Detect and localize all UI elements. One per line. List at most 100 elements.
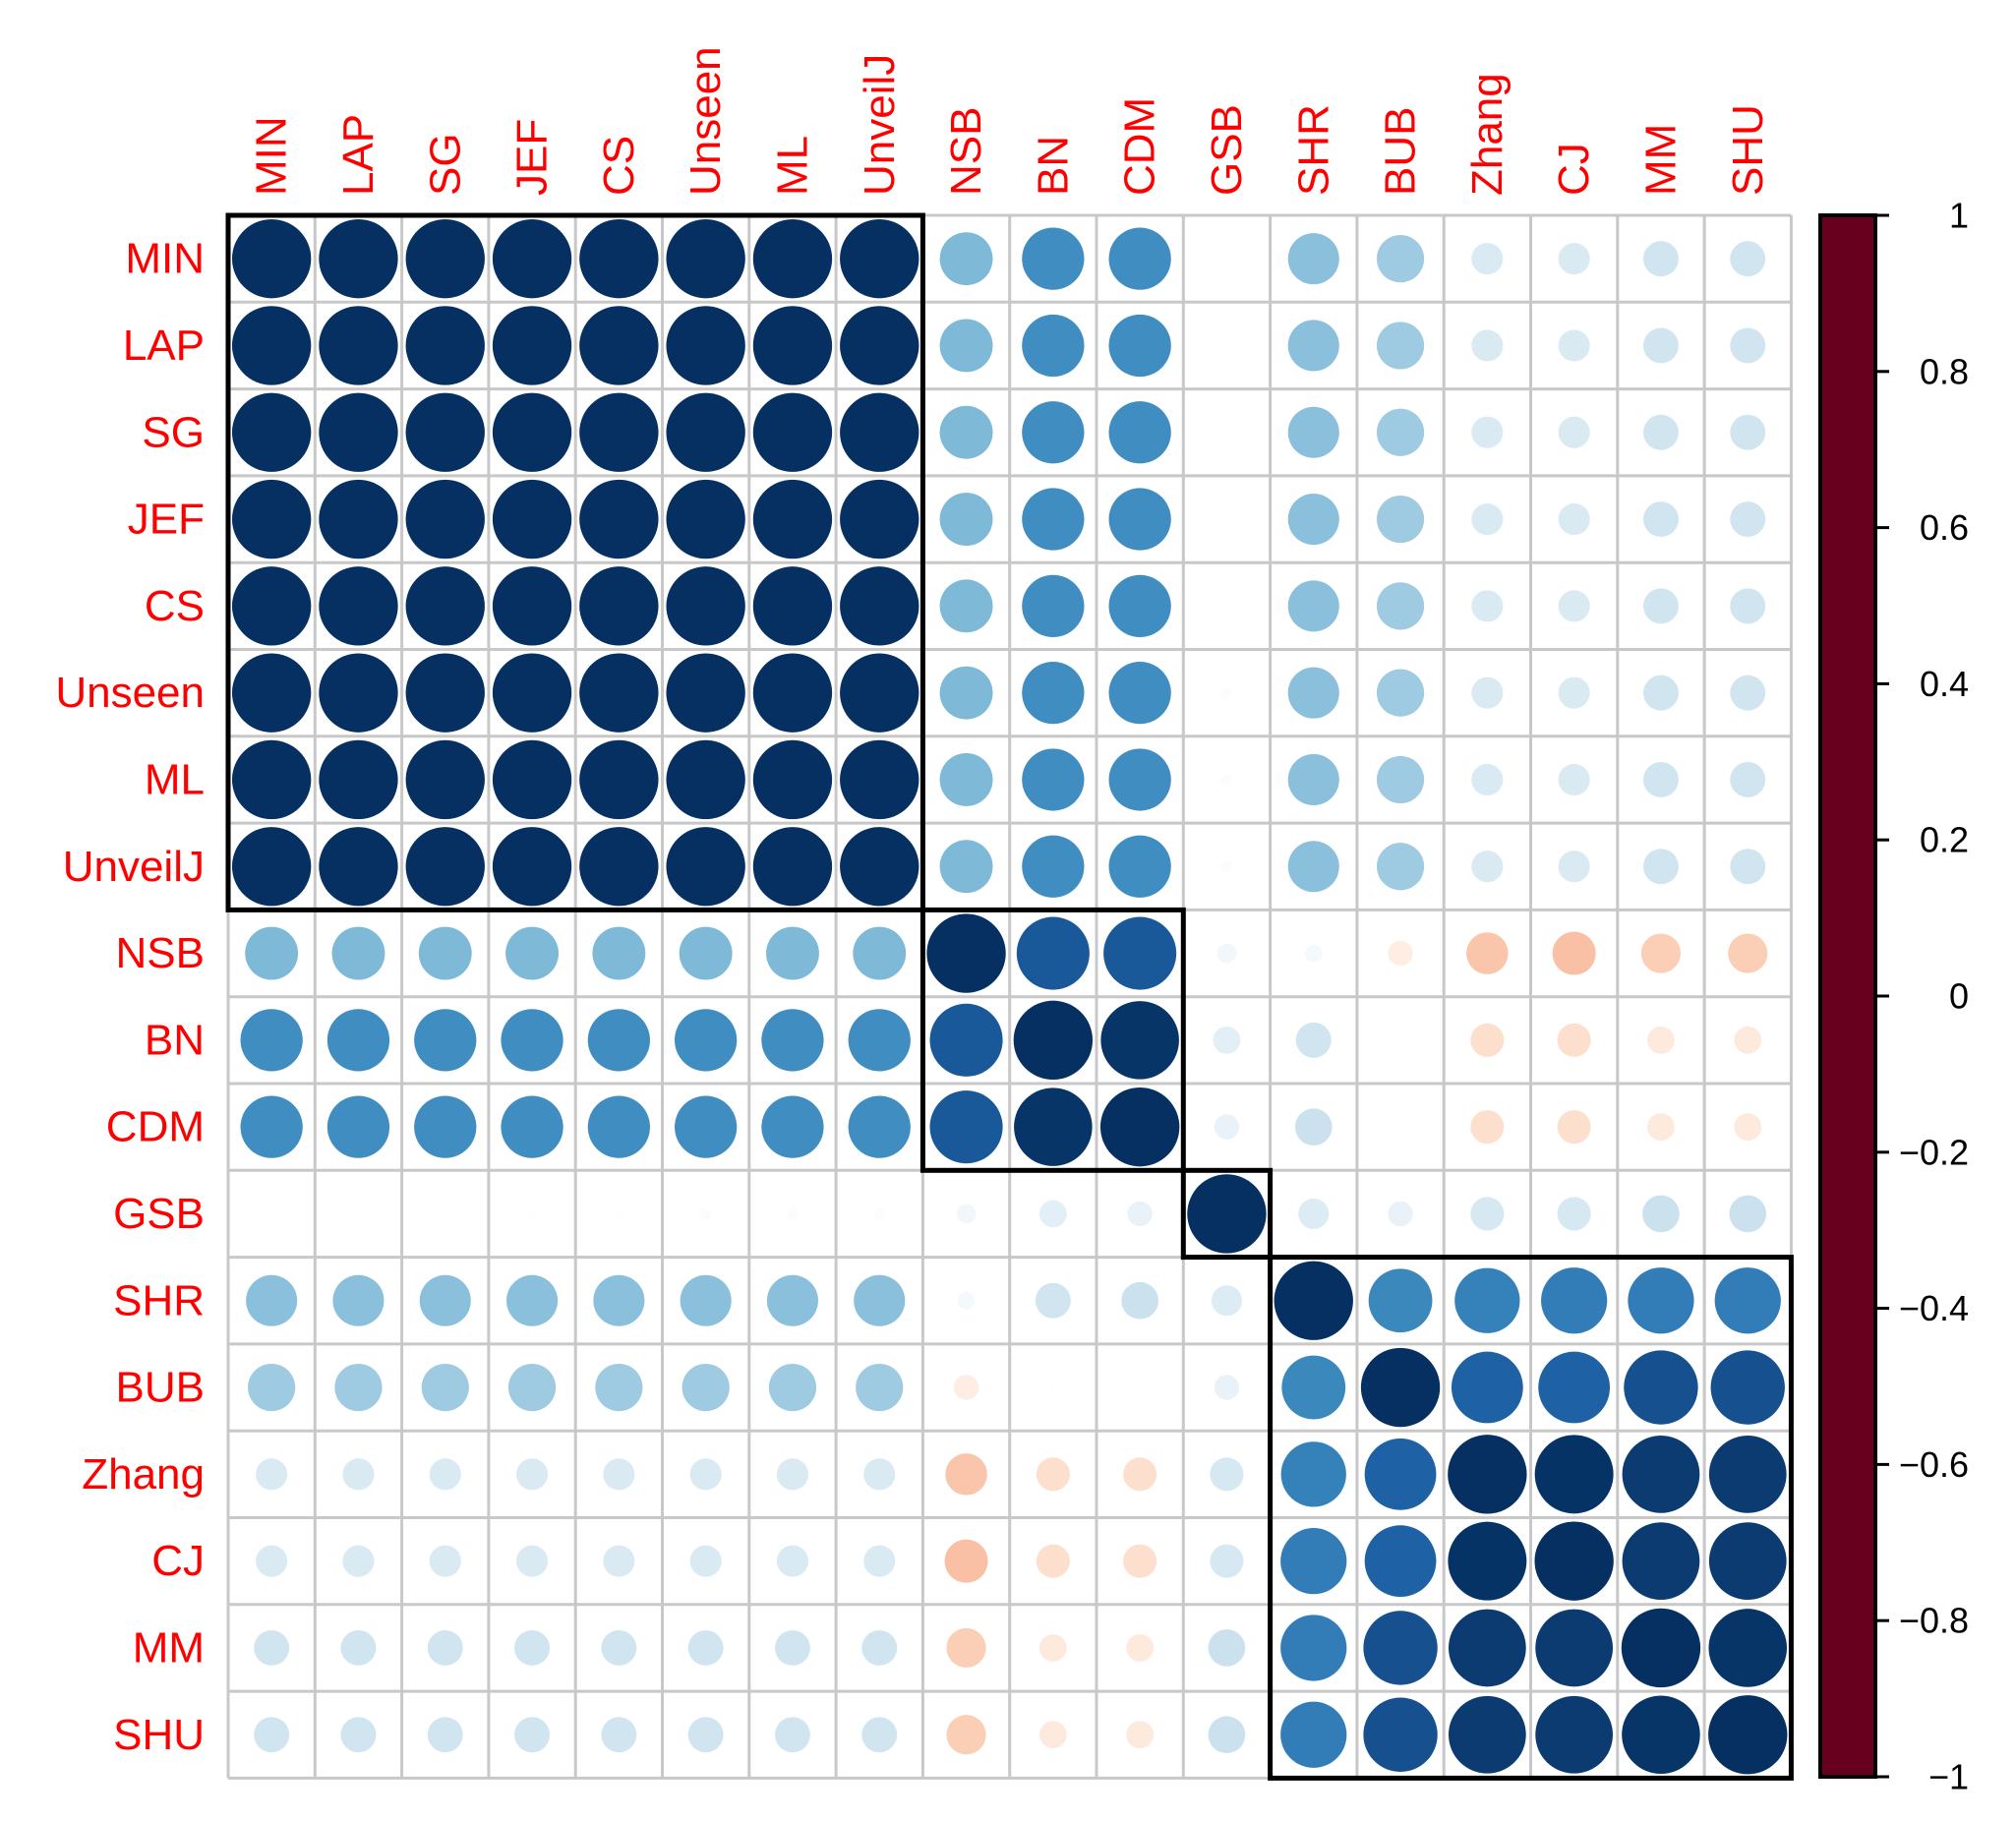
corr-circle-BN-Unseen — [675, 1009, 738, 1072]
row-label-SHU: SHU — [113, 1711, 205, 1759]
corr-circle-CS-Unseen — [666, 566, 745, 646]
corr-circle-SHR-MIN — [246, 1274, 298, 1326]
corr-circle-BN-JEF — [501, 1009, 563, 1072]
corr-circle-Zhang-SG — [429, 1458, 461, 1491]
corr-circle-SHU-Zhang — [1448, 1695, 1526, 1774]
corr-circle-Unseen-MM — [1642, 675, 1679, 711]
row-label-GSB: GSB — [113, 1190, 205, 1238]
col-label-GSB: GSB — [1203, 104, 1251, 196]
corr-circle-NSB-CDM — [1103, 916, 1177, 990]
corr-circle-ML-NSB — [939, 752, 993, 806]
corr-circle-MM-CS — [601, 1629, 637, 1666]
corr-circle-Unseen-Zhang — [1471, 676, 1504, 709]
corr-circle-CS-CJ — [1558, 590, 1590, 622]
corr-circle-ML-LAP — [319, 739, 398, 820]
corr-circle-JEF-NSB — [939, 493, 993, 547]
corr-circle-JEF-MIN — [231, 479, 312, 559]
corr-circle-SG-SG — [405, 392, 485, 472]
corr-circle-MIN-CJ — [1558, 243, 1590, 275]
cluster-box-3 — [1180, 1167, 1274, 1261]
corr-circle-LAP-CJ — [1558, 329, 1590, 362]
colorbar-tick-label: 0.6 — [1920, 507, 1969, 548]
corr-circle-CDM-MM — [1647, 1113, 1675, 1142]
corr-circle-CS-MIN — [231, 566, 312, 646]
corr-circle-UnveilJ-BUB — [1376, 843, 1425, 891]
corr-circle-BUB-CJ — [1538, 1351, 1611, 1424]
row-label-LAP: LAP — [123, 322, 205, 370]
corr-circle-CDM-SHU — [1734, 1113, 1762, 1142]
corr-circle-GSB-ML — [787, 1207, 799, 1220]
corr-circle-CDM-SHR — [1294, 1108, 1333, 1145]
corr-circle-SHU-JEF — [514, 1717, 551, 1753]
corr-circle-MM-JEF — [514, 1629, 551, 1666]
corr-circle-NSB-UnveilJ — [853, 926, 907, 980]
corr-circle-UnveilJ-CDM — [1108, 835, 1171, 898]
col-label-NSB: NSB — [942, 107, 990, 196]
corr-circle-NSB-CJ — [1552, 931, 1596, 975]
corr-circle-UnveilJ-BN — [1022, 835, 1085, 898]
corr-circle-GSB-GSB — [1187, 1174, 1267, 1254]
corr-circle-NSB-GSB — [1216, 943, 1237, 964]
corr-circle-BUB-MIN — [248, 1363, 296, 1412]
corr-circle-MIN-Unseen — [666, 218, 745, 299]
corr-circle-MM-CJ — [1535, 1609, 1614, 1687]
corr-circle-NSB-JEF — [505, 926, 560, 980]
corr-circle-NSB-LAP — [331, 926, 385, 980]
col-label-SHR: SHR — [1289, 104, 1337, 196]
corr-circle-SG-JEF — [492, 392, 572, 472]
corr-circle-SHU-MIN — [254, 1717, 290, 1753]
corr-circle-UnveilJ-CS — [579, 827, 659, 907]
corr-circle-MM-SHR — [1280, 1615, 1347, 1681]
corr-circle-CDM-NSB — [929, 1090, 1003, 1164]
corr-circle-ML-GSB — [1220, 774, 1233, 786]
corr-circle-CDM-Unseen — [675, 1095, 738, 1158]
corr-circle-ML-Unseen — [666, 739, 745, 820]
corr-circle-BN-NSB — [929, 1003, 1003, 1077]
corr-circle-MM-BUB — [1363, 1611, 1438, 1685]
corr-circle-SG-LAP — [319, 392, 398, 472]
corr-circle-Zhang-ML — [776, 1458, 809, 1491]
col-label-CS: CS — [595, 136, 643, 196]
corr-circle-GSB-CDM — [1127, 1201, 1153, 1227]
corr-circle-GSB-BN — [1038, 1200, 1067, 1228]
col-label-Unseen: Unseen — [682, 46, 730, 196]
corr-circle-Zhang-BN — [1036, 1457, 1070, 1492]
row-label-CJ: CJ — [151, 1537, 205, 1585]
corr-circle-CDM-CS — [587, 1095, 650, 1158]
corr-circle-SHR-SG — [419, 1274, 471, 1326]
corr-circle-SHR-CDM — [1121, 1281, 1158, 1320]
corr-circle-SHU-CDM — [1126, 1721, 1155, 1749]
corr-circle-LAP-Zhang — [1471, 329, 1504, 362]
corr-circle-SG-UnveilJ — [840, 392, 919, 472]
corr-circle-Zhang-CS — [603, 1458, 635, 1491]
corr-circle-MM-Zhang — [1448, 1609, 1526, 1687]
corr-circle-CDM-ML — [761, 1095, 824, 1158]
corr-circle-ML-Zhang — [1471, 763, 1504, 796]
corr-circle-BUB-MM — [1624, 1350, 1698, 1425]
corr-circle-CDM-CJ — [1557, 1110, 1591, 1145]
corr-circle-SHU-SHU — [1708, 1695, 1788, 1775]
corr-circle-SHR-SHU — [1714, 1267, 1781, 1334]
corr-circle-MIN-BN — [1022, 227, 1085, 290]
corr-circle-MIN-CS — [579, 218, 659, 299]
row-label-CS: CS — [145, 582, 205, 630]
colorbar-tick-label: −0.8 — [1899, 1601, 1969, 1641]
corr-circle-SHU-CS — [601, 1717, 637, 1753]
corr-circle-SHR-ML — [766, 1274, 818, 1326]
corr-circle-LAP-NSB — [939, 319, 993, 373]
corr-circle-UnveilJ-JEF — [492, 827, 572, 907]
cluster-box-4 — [1268, 1255, 1794, 1781]
corr-circle-BN-CJ — [1557, 1023, 1591, 1057]
corr-circle-BUB-SHU — [1710, 1350, 1785, 1425]
corr-circle-MM-MIN — [254, 1629, 290, 1666]
corr-circle-BN-SG — [414, 1009, 477, 1072]
corr-circle-SG-ML — [752, 392, 833, 472]
corr-circle-CDM-Zhang — [1470, 1110, 1505, 1145]
corr-circle-MM-UnveilJ — [861, 1629, 898, 1666]
corr-circle-LAP-MIN — [231, 306, 312, 385]
corr-circle-Unseen-NSB — [939, 666, 993, 720]
corr-circle-SG-MM — [1642, 414, 1679, 450]
corr-circle-LAP-SHR — [1287, 320, 1339, 372]
corr-circle-CJ-SG — [429, 1545, 461, 1577]
